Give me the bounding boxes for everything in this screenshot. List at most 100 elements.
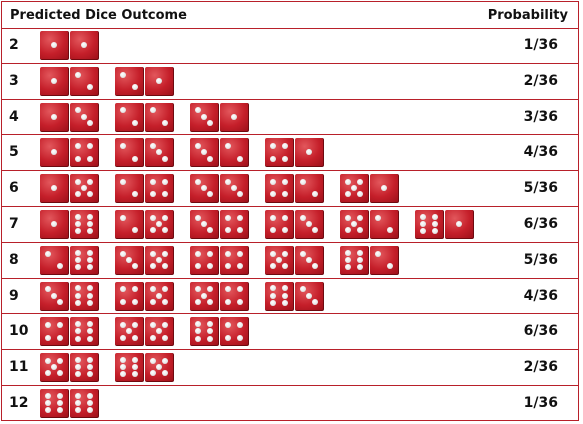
pip-icon bbox=[357, 264, 364, 271]
die-6-icon bbox=[70, 317, 99, 347]
pip-icon bbox=[207, 155, 214, 162]
pip-icon bbox=[51, 149, 57, 156]
pip-icon bbox=[74, 328, 81, 335]
pip-icon bbox=[156, 364, 162, 371]
pip-icon bbox=[344, 249, 351, 256]
pip-icon bbox=[207, 321, 214, 328]
die-2-icon bbox=[115, 66, 144, 96]
pip-icon bbox=[119, 179, 126, 186]
dice-pair bbox=[40, 138, 100, 168]
pip-icon bbox=[381, 185, 387, 192]
pip-icon bbox=[44, 286, 51, 293]
pip-icon bbox=[74, 264, 81, 271]
die-2-icon bbox=[115, 174, 144, 204]
pip-icon bbox=[149, 143, 156, 150]
pip-icon bbox=[231, 185, 237, 192]
dice-sum: 5 bbox=[9, 144, 19, 161]
die-3-icon bbox=[190, 138, 219, 168]
pip-icon bbox=[149, 322, 156, 329]
table-row: 5 4/36 bbox=[2, 135, 578, 172]
pip-icon bbox=[201, 149, 207, 156]
pip-icon bbox=[149, 227, 156, 234]
pip-icon bbox=[132, 322, 139, 329]
die-2-icon bbox=[145, 102, 174, 132]
pip-icon bbox=[194, 286, 201, 293]
die-4-icon bbox=[220, 281, 249, 311]
pip-icon bbox=[132, 191, 139, 198]
dice-pair bbox=[40, 31, 100, 61]
pip-icon bbox=[207, 119, 214, 126]
pip-icon bbox=[132, 286, 139, 293]
pip-icon bbox=[44, 370, 51, 377]
pip-icon bbox=[87, 328, 94, 335]
die-2-icon bbox=[295, 174, 324, 204]
dice-sum: 2 bbox=[9, 37, 19, 53]
pip-icon bbox=[57, 358, 64, 365]
dice-pair bbox=[115, 210, 175, 240]
dice-pair bbox=[340, 174, 400, 204]
pip-icon bbox=[419, 221, 426, 227]
pip-icon bbox=[299, 214, 306, 221]
pip-icon bbox=[194, 321, 201, 328]
die-1-icon bbox=[145, 66, 174, 96]
die-1-icon bbox=[220, 102, 249, 132]
table-row: 8 5/36 bbox=[2, 243, 578, 279]
dice-sum: 12 bbox=[9, 395, 29, 411]
dice-sum: 8 bbox=[9, 251, 19, 268]
pip-icon bbox=[119, 334, 126, 341]
pip-icon bbox=[57, 334, 64, 341]
pip-icon bbox=[74, 249, 81, 256]
pip-icon bbox=[74, 407, 81, 414]
pip-icon bbox=[282, 299, 289, 306]
dice-pair bbox=[40, 174, 100, 204]
pip-icon bbox=[126, 256, 132, 263]
die-3-icon bbox=[190, 210, 219, 239]
pip-icon bbox=[81, 42, 87, 48]
pip-icon bbox=[194, 262, 201, 269]
die-6-icon bbox=[190, 317, 219, 347]
pip-icon bbox=[132, 119, 139, 126]
die-4-icon bbox=[190, 245, 219, 275]
die-4-icon bbox=[265, 210, 294, 239]
pip-icon bbox=[237, 191, 244, 198]
dice-pair bbox=[40, 281, 100, 312]
probability-value: 1/36 bbox=[523, 395, 558, 411]
pip-icon bbox=[306, 256, 312, 263]
pip-icon bbox=[87, 299, 94, 306]
pip-icon bbox=[149, 286, 156, 293]
pip-icon bbox=[87, 371, 94, 378]
dice-sum: 4 bbox=[9, 108, 19, 125]
pip-icon bbox=[282, 292, 289, 299]
dice-pair bbox=[40, 317, 100, 347]
dice-pair bbox=[115, 281, 175, 312]
pip-icon bbox=[162, 334, 169, 341]
dice-sum: 11 bbox=[9, 359, 29, 376]
die-3-icon bbox=[115, 245, 144, 275]
pip-icon bbox=[456, 221, 462, 227]
pip-icon bbox=[44, 250, 51, 257]
pip-icon bbox=[344, 256, 351, 263]
pip-icon bbox=[224, 286, 231, 293]
die-2-icon bbox=[40, 245, 69, 275]
pip-icon bbox=[282, 262, 289, 269]
dice-pair bbox=[40, 389, 100, 419]
pip-icon bbox=[132, 356, 139, 363]
pip-icon bbox=[237, 298, 244, 305]
pip-icon bbox=[269, 191, 276, 198]
die-6-icon bbox=[70, 353, 99, 383]
die-6-icon bbox=[70, 210, 99, 239]
pip-icon bbox=[224, 227, 231, 234]
pip-icon bbox=[74, 364, 81, 371]
pip-icon bbox=[194, 107, 201, 114]
pip-icon bbox=[162, 286, 169, 293]
dice-pair bbox=[40, 102, 100, 133]
pip-icon bbox=[162, 370, 169, 377]
pip-icon bbox=[162, 155, 169, 162]
pip-icon bbox=[351, 185, 357, 192]
pip-icon bbox=[432, 213, 439, 220]
table-row: 12 1/36 bbox=[2, 386, 578, 422]
pip-icon bbox=[87, 407, 94, 414]
die-3-icon bbox=[40, 281, 69, 311]
pip-icon bbox=[312, 262, 319, 269]
pip-icon bbox=[51, 364, 57, 371]
